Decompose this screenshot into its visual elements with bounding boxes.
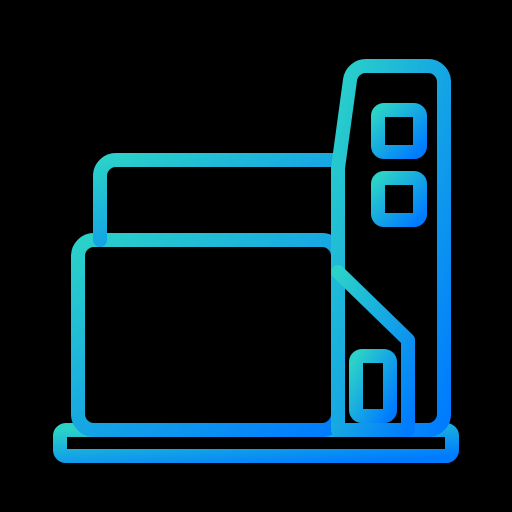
office-building-icon [0, 0, 512, 512]
